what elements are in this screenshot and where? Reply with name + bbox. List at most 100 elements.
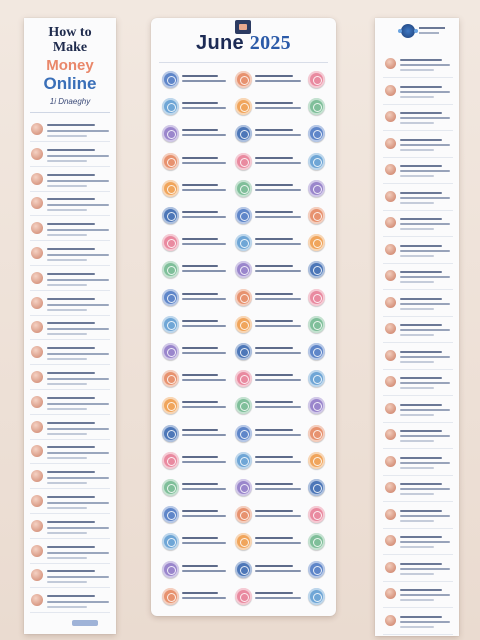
day-badge-icon[interactable] bbox=[308, 343, 325, 360]
day-badge-icon[interactable] bbox=[162, 560, 179, 578]
day-badge-icon[interactable] bbox=[308, 152, 325, 170]
day-badge-icon[interactable] bbox=[162, 533, 179, 551]
day-badge-icon[interactable] bbox=[162, 207, 179, 224]
day-badge-icon[interactable] bbox=[308, 234, 325, 252]
list-item[interactable] bbox=[383, 503, 453, 529]
list-item[interactable] bbox=[383, 185, 453, 211]
day-badge-icon[interactable] bbox=[162, 152, 179, 170]
list-item[interactable] bbox=[383, 476, 453, 502]
day-badge-icon[interactable] bbox=[162, 343, 179, 360]
day-badge-icon[interactable] bbox=[235, 533, 252, 551]
list-item[interactable] bbox=[383, 344, 453, 370]
day-badge-icon[interactable] bbox=[308, 179, 325, 197]
day-badge-icon[interactable] bbox=[162, 587, 179, 605]
day-badge-icon[interactable] bbox=[235, 343, 252, 360]
list-item[interactable] bbox=[383, 397, 453, 423]
day-badge-icon[interactable] bbox=[235, 207, 252, 224]
list-item[interactable] bbox=[30, 292, 110, 316]
day-badge-icon[interactable] bbox=[162, 479, 179, 496]
day-badge-icon[interactable] bbox=[235, 451, 252, 469]
list-item[interactable] bbox=[30, 143, 110, 167]
list-item[interactable] bbox=[383, 609, 453, 635]
day-badge-icon[interactable] bbox=[162, 234, 179, 252]
list-item[interactable] bbox=[383, 105, 453, 131]
day-badge-icon[interactable] bbox=[308, 370, 325, 388]
list-item[interactable] bbox=[30, 118, 110, 142]
day-badge-icon[interactable] bbox=[308, 98, 325, 116]
day-badge-icon[interactable] bbox=[162, 451, 179, 469]
list-item[interactable] bbox=[383, 211, 453, 237]
list-item[interactable] bbox=[30, 490, 110, 514]
day-badge-icon[interactable] bbox=[308, 560, 325, 578]
day-badge-icon[interactable] bbox=[235, 288, 252, 306]
list-item[interactable] bbox=[383, 529, 453, 555]
list-item[interactable] bbox=[30, 242, 110, 266]
list-item[interactable] bbox=[383, 291, 453, 317]
day-badge-icon[interactable] bbox=[235, 587, 252, 605]
list-item[interactable] bbox=[30, 267, 110, 291]
list-item[interactable] bbox=[30, 515, 110, 539]
day-badge-icon[interactable] bbox=[235, 125, 252, 143]
day-badge-icon[interactable] bbox=[235, 71, 252, 88]
list-item[interactable] bbox=[383, 158, 453, 184]
day-badge-icon[interactable] bbox=[308, 424, 325, 442]
day-badge-icon[interactable] bbox=[235, 315, 252, 333]
list-item[interactable] bbox=[383, 132, 453, 158]
list-item[interactable] bbox=[30, 366, 110, 390]
list-item[interactable] bbox=[30, 540, 110, 564]
day-badge-icon[interactable] bbox=[162, 125, 179, 143]
day-badge-icon[interactable] bbox=[235, 179, 252, 197]
list-item[interactable] bbox=[383, 52, 453, 78]
list-item[interactable] bbox=[383, 370, 453, 396]
day-badge-icon[interactable] bbox=[162, 71, 179, 88]
day-badge-icon[interactable] bbox=[308, 533, 325, 551]
day-badge-icon[interactable] bbox=[235, 560, 252, 578]
day-badge-icon[interactable] bbox=[308, 71, 325, 88]
day-badge-icon[interactable] bbox=[235, 397, 252, 415]
list-item[interactable] bbox=[383, 450, 453, 476]
day-badge-icon[interactable] bbox=[235, 479, 252, 496]
day-badge-icon[interactable] bbox=[235, 152, 252, 170]
list-item[interactable] bbox=[30, 192, 110, 217]
day-badge-icon[interactable] bbox=[235, 234, 252, 252]
day-badge-icon[interactable] bbox=[235, 506, 252, 524]
list-item[interactable] bbox=[30, 440, 110, 465]
list-item[interactable] bbox=[383, 556, 453, 582]
list-item[interactable] bbox=[383, 582, 453, 608]
day-badge-icon[interactable] bbox=[235, 98, 252, 116]
list-item[interactable] bbox=[30, 416, 110, 440]
day-badge-icon[interactable] bbox=[308, 506, 325, 524]
day-badge-icon[interactable] bbox=[308, 288, 325, 306]
list-item[interactable] bbox=[383, 79, 453, 105]
day-badge-icon[interactable] bbox=[308, 479, 325, 496]
day-badge-icon[interactable] bbox=[308, 125, 325, 143]
day-badge-icon[interactable] bbox=[308, 451, 325, 469]
day-badge-icon[interactable] bbox=[162, 98, 179, 116]
day-badge-icon[interactable] bbox=[308, 207, 325, 224]
day-badge-icon[interactable] bbox=[308, 587, 325, 605]
day-badge-icon[interactable] bbox=[162, 424, 179, 442]
day-badge-icon[interactable] bbox=[162, 315, 179, 333]
list-item[interactable] bbox=[30, 564, 110, 589]
list-item[interactable] bbox=[30, 316, 110, 341]
day-badge-icon[interactable] bbox=[235, 424, 252, 442]
list-item[interactable] bbox=[383, 317, 453, 343]
day-badge-icon[interactable] bbox=[235, 370, 252, 388]
list-item[interactable] bbox=[30, 341, 110, 366]
list-item[interactable] bbox=[383, 423, 453, 449]
list-item[interactable] bbox=[383, 264, 453, 290]
day-badge-icon[interactable] bbox=[308, 397, 325, 415]
day-badge-icon[interactable] bbox=[235, 261, 252, 279]
footer-button[interactable] bbox=[72, 620, 98, 626]
day-badge-icon[interactable] bbox=[162, 179, 179, 197]
list-item[interactable] bbox=[30, 465, 110, 490]
list-item[interactable] bbox=[30, 589, 110, 614]
list-item[interactable] bbox=[383, 238, 453, 264]
day-badge-icon[interactable] bbox=[162, 261, 179, 279]
day-badge-icon[interactable] bbox=[308, 261, 325, 279]
day-badge-icon[interactable] bbox=[162, 288, 179, 306]
day-badge-icon[interactable] bbox=[308, 315, 325, 333]
list-item[interactable] bbox=[30, 217, 110, 242]
day-badge-icon[interactable] bbox=[162, 397, 179, 415]
list-item[interactable] bbox=[30, 391, 110, 415]
